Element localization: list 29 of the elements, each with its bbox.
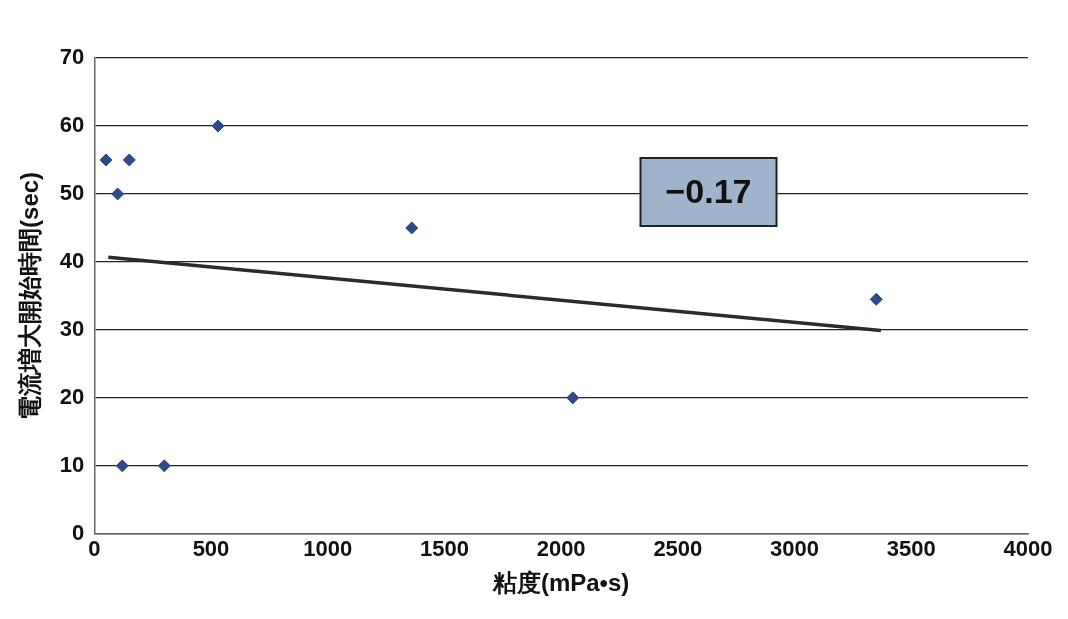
point bbox=[211, 119, 225, 133]
x-tick-label: 2500 bbox=[653, 536, 703, 562]
x-tick-label: 500 bbox=[192, 536, 230, 562]
x-tick-label: 1000 bbox=[303, 536, 353, 562]
y-tick-label: 0 bbox=[72, 519, 85, 545]
point bbox=[111, 187, 125, 201]
y-tick-label: 10 bbox=[59, 451, 85, 477]
x-tick-label: 1500 bbox=[419, 536, 469, 562]
x-tick-label: 3000 bbox=[770, 536, 820, 562]
x-tick-label: 2000 bbox=[536, 536, 586, 562]
point bbox=[115, 459, 129, 473]
point bbox=[122, 153, 136, 167]
point bbox=[566, 391, 580, 405]
y-tick-label: 30 bbox=[59, 315, 85, 341]
annotation: −0.17 bbox=[665, 172, 752, 211]
y-tick-label: 40 bbox=[59, 247, 85, 273]
y-tick-label: 60 bbox=[59, 112, 85, 138]
point bbox=[869, 292, 883, 306]
y-axis-title: 電流増大開始時間(sec) bbox=[16, 171, 44, 420]
y-tick-label: 20 bbox=[59, 383, 85, 409]
x-tick-label: 0 bbox=[88, 536, 101, 562]
x-tick-label: 3500 bbox=[886, 536, 936, 562]
x-tick-label: 4000 bbox=[1003, 536, 1053, 562]
point bbox=[157, 459, 171, 473]
y-tick-label: 70 bbox=[59, 44, 85, 70]
point bbox=[99, 153, 113, 167]
x-axis-title: 粘度(mPa•s) bbox=[491, 569, 630, 597]
point bbox=[405, 221, 419, 235]
y-tick-label: 50 bbox=[59, 180, 85, 206]
